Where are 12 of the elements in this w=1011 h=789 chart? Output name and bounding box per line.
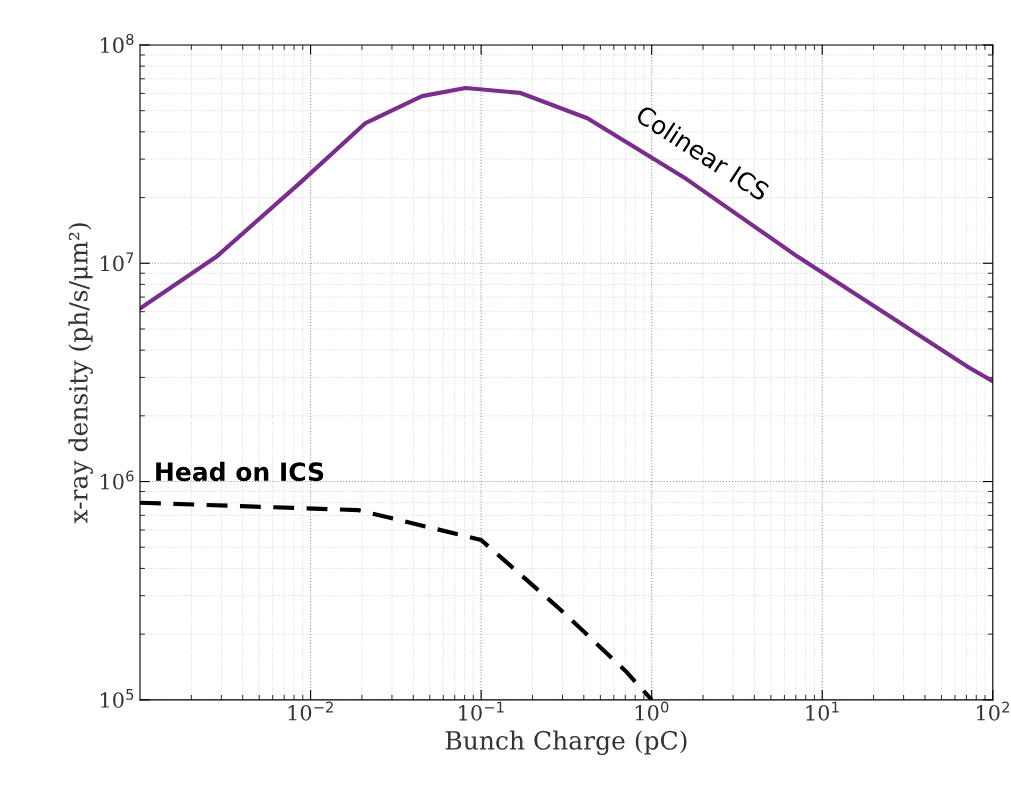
y-tick-label: 10$^{8}$	[101, 33, 134, 54]
x-tick-label: 10$^{−2}$	[288, 701, 333, 721]
y-tick-label: 10$^{5}$	[101, 689, 134, 708]
y-axis-title: x-ray density (ph/s/μm²)	[68, 223, 93, 524]
y-tick-label: 10$^{7}$	[101, 252, 134, 272]
x-axis-title: Bunch Charge (pC)	[445, 730, 687, 755]
x-tick-label: 10$^{0}$	[635, 701, 669, 721]
y-tick-label: 10$^{6}$	[101, 470, 134, 490]
x-tick-label: 10$^{−1}$	[459, 701, 504, 721]
series-label: Head on ICS	[156, 461, 324, 482]
x-tick-label: 10$^{1}$	[806, 701, 839, 721]
x-tick-label: 10$^{2}$	[977, 701, 1009, 721]
